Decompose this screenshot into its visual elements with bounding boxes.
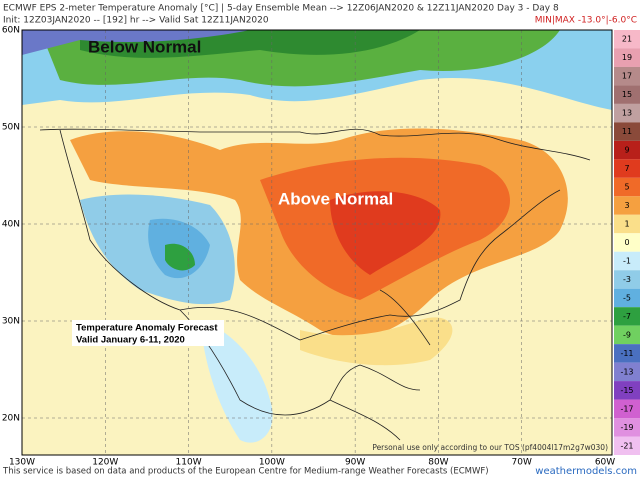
colorbar-swatch: [614, 177, 640, 197]
lon-label: 70W: [512, 458, 532, 468]
above-normal-label: Above Normal: [278, 189, 393, 208]
footer-note: This service is based on data and produc…: [2, 467, 489, 477]
header-title: ECMWF EPS 2-meter Temperature Anomaly [°…: [3, 4, 559, 14]
colorbar-swatch: [614, 325, 640, 345]
lon-label: 80W: [428, 458, 448, 468]
colorbar-swatch: [614, 214, 640, 234]
minmax: MIN|MAX -13.0°|-6.0°C: [535, 16, 637, 26]
colorbar-swatch: [614, 288, 640, 308]
colorbar-swatch: [614, 307, 640, 326]
colorbar-swatch: [614, 344, 640, 363]
colorbar-swatch: [614, 381, 640, 400]
box-valid: Valid January 6-11, 2020: [76, 335, 185, 346]
colorbar-swatch: [614, 122, 640, 141]
annotation-box: [72, 320, 224, 346]
colorbar-label: -3: [623, 275, 631, 284]
colorbar-label: 5: [624, 183, 629, 192]
lat-label: 20N: [2, 414, 20, 424]
colorbar-label: -19: [620, 423, 633, 432]
colorbar-label: -13: [620, 367, 633, 376]
colorbar-label: 15: [622, 90, 632, 99]
colorbar-label: 17: [622, 72, 632, 81]
colorbar-label: -5: [623, 293, 631, 302]
colorbar-label: -7: [623, 312, 631, 321]
colorbar-label: -17: [620, 404, 633, 413]
lon-label: 60W: [595, 458, 615, 468]
colorbar-swatch: [614, 399, 640, 419]
colorbar-swatch: [614, 436, 640, 455]
colorbar-label: 19: [622, 53, 632, 62]
lon-label: 120W: [92, 458, 118, 468]
colorbar-swatch: [614, 30, 640, 49]
lon-label: 130W: [9, 458, 35, 468]
lon-label: 90W: [345, 458, 365, 468]
colorbar-label: -1: [623, 256, 631, 265]
colorbar-label: 0: [624, 238, 629, 247]
colorbar-swatch: [614, 103, 640, 123]
colorbar-label: 9: [624, 146, 629, 155]
box-title: Temperature Anomaly Forecast: [76, 323, 218, 334]
colorbar-label: -21: [620, 441, 633, 450]
lon-label: 100W: [259, 458, 285, 468]
colorbar-swatch: [614, 85, 640, 104]
map: Below Normal Above Normal Temperature An…: [21, 29, 613, 456]
colorbar-label: -15: [620, 386, 633, 395]
colorbar-label: 21: [622, 35, 632, 44]
lat-label: 50N: [2, 123, 20, 133]
tos-note: Personal use only according to our TOS (…: [372, 443, 608, 452]
colorbar-swatch: [614, 159, 640, 178]
colorbar-label: 11: [622, 127, 632, 136]
colorbar-label: 3: [624, 201, 629, 210]
colorbar-swatch: [614, 362, 640, 382]
lat-label: 30N: [2, 317, 20, 327]
colorbar-label: -11: [620, 349, 633, 358]
colorbar-swatch: [614, 196, 640, 215]
colorbar-swatch: [614, 270, 640, 289]
colorbar: 21 19 17 15 13 11 9 7 5 3 1 0 -1 -3 -5 -7 -9 -11 -13 -15 -17…: [614, 30, 640, 455]
colorbar-label: 1: [624, 220, 629, 229]
colorbar-swatch: [614, 66, 640, 86]
footer-site: weathermodels.com: [535, 466, 637, 477]
colorbar-swatch: [614, 418, 640, 437]
colorbar-swatch: [614, 48, 640, 67]
colorbar-label: -9: [623, 330, 631, 339]
lon-label: 110W: [176, 458, 202, 468]
colorbar-label: 7: [624, 164, 629, 173]
colorbar-swatch: [614, 140, 640, 160]
colorbar-swatch: [614, 251, 640, 271]
header-init: Init: 12Z03JAN2020 -- [192] hr --> Valid…: [3, 16, 269, 26]
below-normal-label: Below Normal: [88, 37, 201, 56]
colorbar-label: 13: [622, 109, 632, 118]
lat-label: 60N: [2, 26, 20, 36]
colorbar-swatch: [614, 233, 640, 252]
lat-label: 40N: [2, 220, 20, 230]
